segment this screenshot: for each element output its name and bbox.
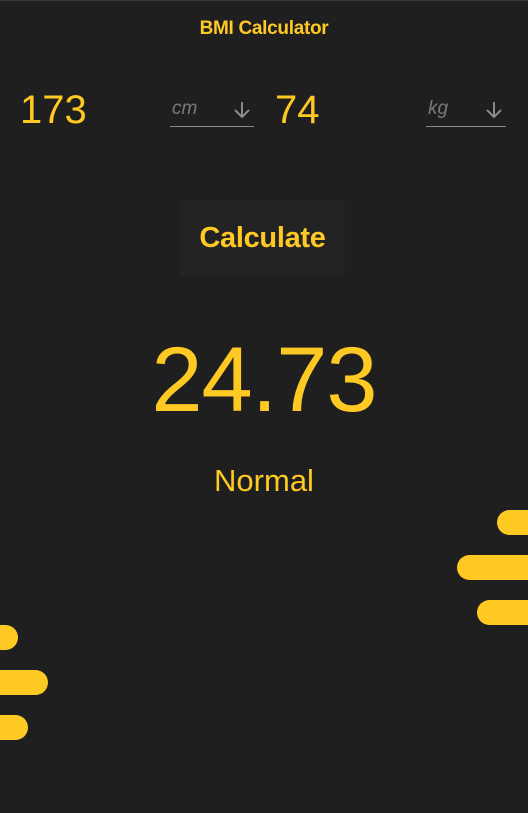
window-top-border bbox=[0, 0, 528, 1]
decorative-pill bbox=[0, 715, 28, 740]
bmi-result-value: 24.73 bbox=[151, 329, 377, 431]
calculate-button[interactable]: Calculate bbox=[180, 201, 345, 276]
app-title: BMI Calculator bbox=[199, 18, 329, 39]
arrow-down-icon bbox=[234, 102, 250, 119]
weight-unit-label: kg bbox=[428, 98, 449, 119]
bmi-category-label: Normal bbox=[214, 463, 314, 498]
height-unit-dropdown[interactable]: cm bbox=[170, 98, 254, 127]
decorative-pill bbox=[0, 670, 48, 695]
height-value[interactable]: 173 bbox=[20, 88, 87, 132]
height-unit-label: cm bbox=[172, 98, 198, 119]
decorative-pill bbox=[457, 555, 528, 580]
decorative-pill bbox=[0, 625, 18, 650]
weight-value[interactable]: 74 bbox=[275, 88, 320, 132]
decorative-pill bbox=[477, 600, 528, 625]
decorative-pill bbox=[497, 510, 528, 535]
arrow-down-icon bbox=[486, 102, 502, 119]
weight-unit-dropdown[interactable]: kg bbox=[426, 98, 506, 127]
